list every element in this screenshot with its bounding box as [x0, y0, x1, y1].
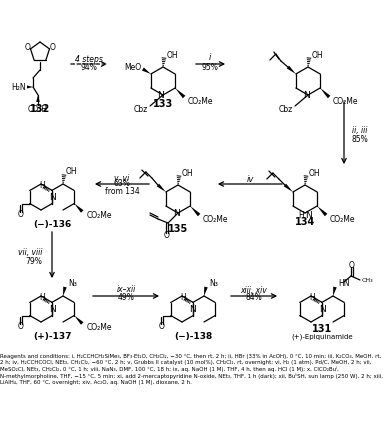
Text: O: O	[349, 260, 355, 269]
Text: Reagents and conditions: i, H₂CCHCH₂SiMe₃, BF₃·Et₂O, CH₂Cl₂, −30 °C, then rt, 2 : Reagents and conditions: i, H₂CCHCH₂SiMe…	[0, 354, 384, 385]
Text: 79%: 79%	[25, 257, 42, 266]
Text: OH: OH	[66, 167, 78, 176]
Text: (−)-138: (−)-138	[174, 332, 212, 341]
Text: 133: 133	[153, 99, 173, 109]
Polygon shape	[190, 206, 200, 216]
Polygon shape	[284, 184, 293, 192]
Text: CO₂H: CO₂H	[28, 106, 48, 115]
Text: (+)-Epiquinamide: (+)-Epiquinamide	[291, 334, 353, 340]
Text: CO₂Me: CO₂Me	[86, 323, 112, 332]
Text: N: N	[303, 91, 310, 100]
Text: CH₃: CH₃	[362, 278, 374, 284]
Polygon shape	[320, 88, 330, 98]
Text: CO₂Me: CO₂Me	[86, 211, 112, 220]
Text: H: H	[39, 293, 45, 302]
Text: H: H	[39, 181, 45, 190]
Text: Cbz: Cbz	[134, 105, 148, 114]
Text: N: N	[305, 211, 311, 220]
Text: N₃: N₃	[209, 278, 218, 287]
Text: 135: 135	[168, 224, 188, 234]
Text: H: H	[298, 211, 304, 220]
Polygon shape	[74, 203, 84, 213]
Text: O: O	[18, 322, 24, 331]
Text: 94%: 94%	[81, 63, 98, 72]
Text: 85%: 85%	[352, 135, 369, 143]
Text: OH: OH	[167, 51, 179, 60]
Text: CO₂Me: CO₂Me	[188, 97, 214, 106]
Text: 84%: 84%	[246, 293, 262, 302]
Text: N: N	[49, 305, 55, 314]
Text: iv: iv	[246, 175, 254, 184]
Polygon shape	[27, 85, 33, 88]
Text: OH: OH	[182, 169, 194, 178]
Text: from 134: from 134	[104, 187, 139, 196]
Text: N: N	[190, 305, 196, 314]
Text: O: O	[25, 43, 30, 52]
Text: Cbz: Cbz	[279, 105, 293, 114]
Text: 132: 132	[30, 104, 50, 114]
Text: 134: 134	[295, 217, 315, 227]
Polygon shape	[333, 287, 337, 296]
Text: 49%: 49%	[118, 293, 134, 302]
Polygon shape	[142, 67, 151, 74]
Polygon shape	[317, 206, 328, 216]
Text: H₂N: H₂N	[12, 82, 26, 91]
Text: O: O	[18, 210, 24, 219]
Text: OH: OH	[309, 169, 321, 178]
Text: O: O	[164, 232, 170, 241]
Text: 63%: 63%	[114, 179, 131, 188]
Text: i: i	[209, 54, 211, 63]
Text: N: N	[173, 209, 179, 218]
Text: N: N	[49, 193, 55, 202]
Text: 4 steps: 4 steps	[75, 54, 103, 63]
Text: N₃: N₃	[68, 278, 77, 287]
Text: N: N	[319, 305, 325, 314]
Text: CO₂Me: CO₂Me	[203, 214, 228, 224]
Text: ix–xii: ix–xii	[116, 286, 136, 294]
Polygon shape	[63, 287, 67, 296]
Text: xiii, xiv: xiii, xiv	[241, 286, 267, 294]
Polygon shape	[287, 66, 296, 74]
Text: v, vi: v, vi	[114, 173, 130, 182]
Text: H: H	[309, 293, 315, 302]
Text: CO₂Me: CO₂Me	[333, 97, 359, 106]
Text: H: H	[180, 293, 186, 302]
Text: O: O	[159, 322, 165, 331]
Text: OH: OH	[312, 51, 324, 60]
Polygon shape	[36, 95, 40, 102]
Text: O: O	[50, 43, 55, 52]
Text: CO₂Me: CO₂Me	[330, 214, 356, 224]
Text: ii, iii: ii, iii	[352, 127, 367, 136]
Text: 131: 131	[312, 324, 332, 334]
Text: 95%: 95%	[202, 63, 218, 72]
Text: HN: HN	[338, 278, 349, 287]
Polygon shape	[74, 315, 84, 325]
Text: (+)-137: (+)-137	[33, 332, 71, 341]
Polygon shape	[204, 287, 208, 296]
Text: N: N	[157, 91, 164, 100]
Text: (−)-136: (−)-136	[33, 221, 71, 230]
Polygon shape	[157, 184, 166, 192]
Text: MeO: MeO	[124, 63, 141, 72]
Polygon shape	[175, 88, 185, 98]
Text: vii, viii: vii, viii	[18, 248, 42, 257]
